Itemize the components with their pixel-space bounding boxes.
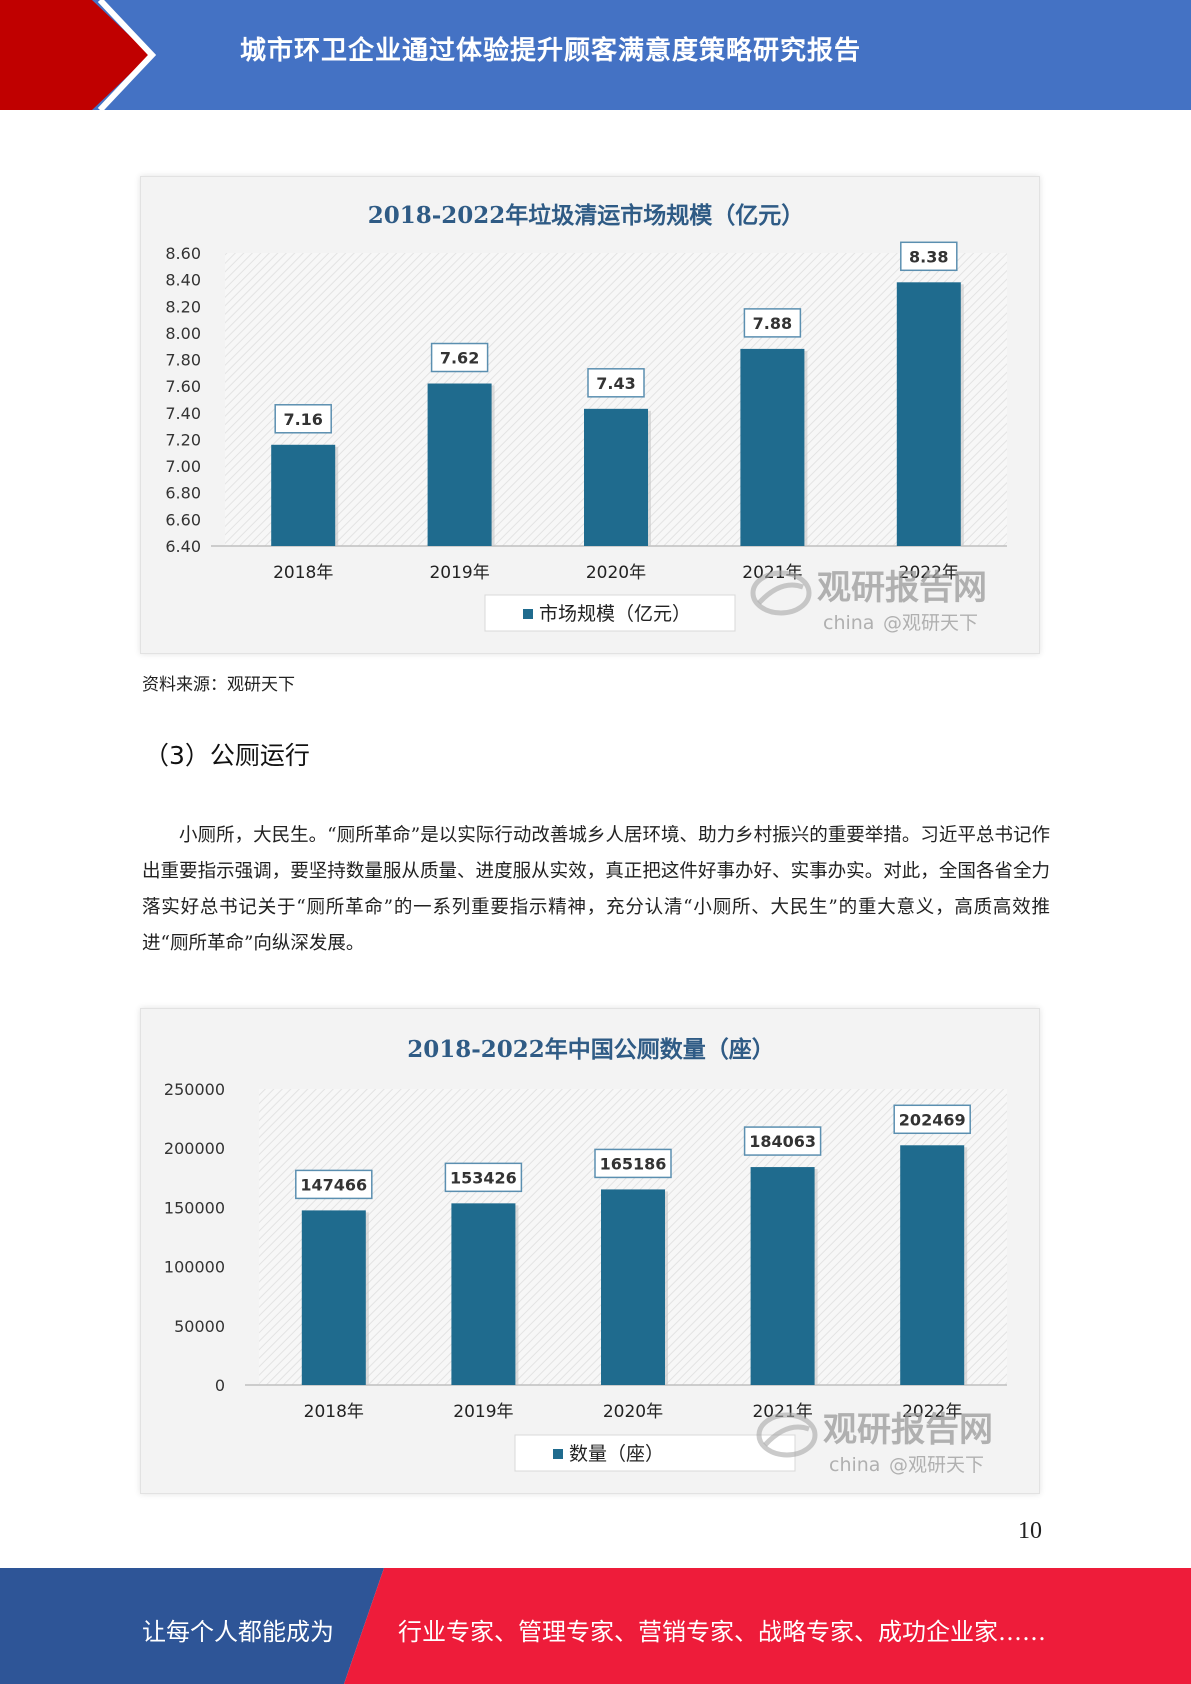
data-label-box <box>900 241 958 272</box>
watermark-brand: 观研报告网 <box>817 568 987 608</box>
watermark-swirl-icon <box>763 1424 810 1447</box>
y-tick-label: 7.80 <box>165 351 201 370</box>
x-tick-label: 2018年 <box>273 563 333 583</box>
chart-market-size: 2018-2022年垃圾清运市场规模（亿元） 8.60 8.40 8.20 8.00 7.… <box>140 176 1040 654</box>
x-tick-label: 2018年 <box>304 1402 364 1422</box>
data-label: 153426 <box>450 1168 517 1187</box>
y-tick-label: 100000 <box>164 1258 225 1277</box>
y-tick-label: 150000 <box>164 1198 225 1217</box>
x-tick-label: 2022年 <box>899 563 959 583</box>
y-tick-label: 7.60 <box>165 377 201 396</box>
watermark-logo-icon <box>756 1412 818 1458</box>
data-label: 7.88 <box>753 314 792 333</box>
y-tick-label: 8.60 <box>165 244 201 263</box>
x-tick-label: 2020年 <box>586 563 646 583</box>
data-label-box <box>587 368 645 398</box>
bar <box>271 444 336 546</box>
data-label: 184063 <box>749 1132 816 1151</box>
y-tick-label: 7.40 <box>165 404 201 423</box>
legend-label: 市场规模（亿元） <box>539 603 691 625</box>
footer-slogan-right: 行业专家、管理专家、营销专家、战略专家、成功企业家…… <box>398 1618 1046 1646</box>
watermark-logo-icon <box>750 570 812 616</box>
data-label: 165186 <box>600 1154 667 1173</box>
y-tick-label: 7.20 <box>165 430 201 449</box>
source-note: 资料来源：观研天下 <box>142 675 295 695</box>
data-label: 8.38 <box>909 247 948 266</box>
footer-slogan-left: 让每个人都能成为 <box>142 1618 334 1646</box>
page-number: 10 <box>1018 1518 1042 1544</box>
legend-swatch <box>523 609 533 619</box>
legend-swatch <box>553 1449 563 1459</box>
bar <box>750 1167 815 1385</box>
data-label: 7.62 <box>440 349 479 368</box>
watermark-brand: 观研报告网 <box>823 1410 993 1450</box>
chart-market-size-svg: 2018-2022年垃圾清运市场规模（亿元） 8.60 8.40 8.20 8.00 7.… <box>165 202 1007 634</box>
x-tick-label: 2019年 <box>453 1402 513 1422</box>
y-tick-label: 6.60 <box>165 510 201 529</box>
data-label: 7.16 <box>283 410 322 429</box>
bar <box>301 1210 366 1385</box>
y-tick-label: 8.40 <box>165 271 201 290</box>
y-tick-label: 6.40 <box>165 537 201 556</box>
footer-background <box>0 1568 1191 1684</box>
data-label: 7.43 <box>596 374 635 393</box>
watermark: 观研报告网 china @观研天下 <box>750 568 987 634</box>
y-tick-label: 0 <box>215 1376 225 1395</box>
data-label-box <box>594 1148 672 1179</box>
x-tick-label: 2022年 <box>902 1402 962 1422</box>
data-label-box <box>444 1162 523 1193</box>
data-label-box <box>295 1169 373 1200</box>
bar <box>896 282 961 546</box>
watermark-swirl-icon <box>757 582 804 605</box>
bar <box>601 1189 665 1385</box>
chart-toilet-count: 2018-2022年中国公厕数量（座） 250000 200000 150000 100… <box>140 1008 1040 1494</box>
x-tick-label: 2020年 <box>603 1402 663 1422</box>
y-tick-label: 8.20 <box>165 297 201 316</box>
watermark: 观研报告网 china @观研天下 <box>756 1410 993 1476</box>
data-label-box <box>743 308 802 338</box>
data-label-box <box>430 342 489 373</box>
y-tick-label: 8.00 <box>165 324 201 343</box>
watermark-handle: @观研天下 <box>883 612 978 634</box>
y-tick-label: 200000 <box>164 1139 225 1158</box>
data-label-box <box>893 1104 971 1135</box>
header-title: 城市环卫企业通过体验提升顾客满意度策略研究报告 <box>240 36 862 66</box>
bar <box>740 348 805 546</box>
x-tick-label: 2019年 <box>429 563 489 583</box>
y-tick-label: 7.00 <box>165 457 201 476</box>
chart-title: 2018-2022年垃圾清运市场规模（亿元） <box>368 202 805 229</box>
data-label: 147466 <box>300 1175 367 1194</box>
y-tick-label: 50000 <box>174 1317 225 1336</box>
watermark-handle: @观研天下 <box>889 1454 984 1476</box>
bar <box>584 408 648 546</box>
data-label: 202469 <box>899 1110 966 1129</box>
bar <box>900 1145 965 1385</box>
y-tick-label: 250000 <box>164 1080 225 1099</box>
chart-title: 2018-2022年中国公厕数量（座） <box>407 1036 775 1063</box>
header-arrow-decoration <box>0 0 157 110</box>
bar <box>451 1203 516 1385</box>
page-footer: 让每个人都能成为 行业专家、管理专家、营销专家、战略专家、成功企业家…… <box>0 1568 1191 1684</box>
page-header: 城市环卫企业通过体验提升顾客满意度策略研究报告 <box>0 0 1191 110</box>
watermark-sub: china <box>829 1454 880 1476</box>
legend-label: 数量（座） <box>569 1443 664 1465</box>
chart-toilet-count-svg: 2018-2022年中国公厕数量（座） 250000 200000 150000 100… <box>164 1036 1007 1476</box>
y-tick-label: 6.80 <box>165 484 201 503</box>
data-label-box <box>743 1126 822 1156</box>
bar <box>427 383 492 546</box>
watermark-sub: china <box>823 612 874 634</box>
section-paragraph: 小厕所，大民生。“厕所革命”是以实际行动改善城乡人居环境、助力乡村振兴的重要举措… <box>142 825 1050 954</box>
section-heading: （3）公厕运行 <box>144 741 310 770</box>
data-label-box <box>274 404 332 434</box>
